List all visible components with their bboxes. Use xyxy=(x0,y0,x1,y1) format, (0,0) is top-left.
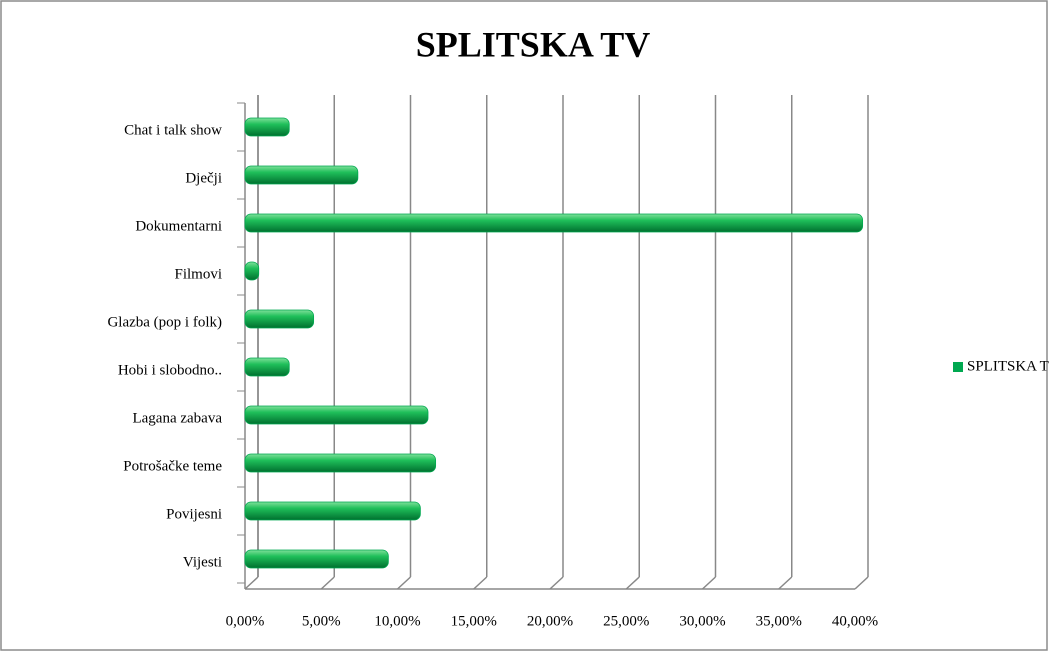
bar xyxy=(244,549,389,569)
x-tick-label: 35,00% xyxy=(756,613,802,629)
grid-floor xyxy=(854,576,869,590)
bar xyxy=(244,501,421,521)
grid-floor xyxy=(625,576,640,590)
y-tick-label: Dječji xyxy=(185,170,222,186)
x-tick-label: 5,00% xyxy=(302,613,341,629)
legend-label: SPLITSKA TV xyxy=(967,358,1049,374)
bar xyxy=(244,117,290,137)
y-tick-label: Dokumentarni xyxy=(135,218,222,234)
bar xyxy=(244,357,290,377)
x-tick-label: 30,00% xyxy=(679,613,725,629)
y-tick-label: Hobi i slobodno.. xyxy=(118,362,222,378)
y-tick-label: Lagana zabava xyxy=(132,410,222,426)
x-tick-label: 0,00% xyxy=(226,613,265,629)
x-tick-label: 40,00% xyxy=(832,613,878,629)
bar xyxy=(244,453,437,473)
grid-floor xyxy=(778,576,793,590)
legend-swatch xyxy=(953,362,963,372)
x-tick-label: 10,00% xyxy=(374,613,420,629)
y-tick-label: Glazba (pop i folk) xyxy=(107,314,222,330)
bar xyxy=(244,405,429,425)
y-tick-label: Vijesti xyxy=(183,554,222,570)
bar xyxy=(244,309,315,329)
grid-floor xyxy=(396,576,412,590)
y-tick-label: Potrošačke teme xyxy=(123,458,222,474)
grid-floor xyxy=(320,576,335,590)
y-tick-label: Povijesni xyxy=(166,506,222,522)
chart-title: SPLITSKA TV xyxy=(416,24,650,64)
grid-floor xyxy=(473,576,488,590)
bar xyxy=(244,165,359,185)
grid-floor xyxy=(244,576,259,590)
y-tick-label: Chat i talk show xyxy=(124,122,222,138)
y-tick-label: Filmovi xyxy=(174,266,222,282)
bar xyxy=(244,261,260,281)
x-tick-label: 15,00% xyxy=(451,613,497,629)
x-tick-label: 20,00% xyxy=(527,613,573,629)
grid-floor xyxy=(549,576,564,590)
bar xyxy=(244,213,864,233)
x-tick-label: 25,00% xyxy=(603,613,649,629)
grid-floor xyxy=(701,576,717,590)
